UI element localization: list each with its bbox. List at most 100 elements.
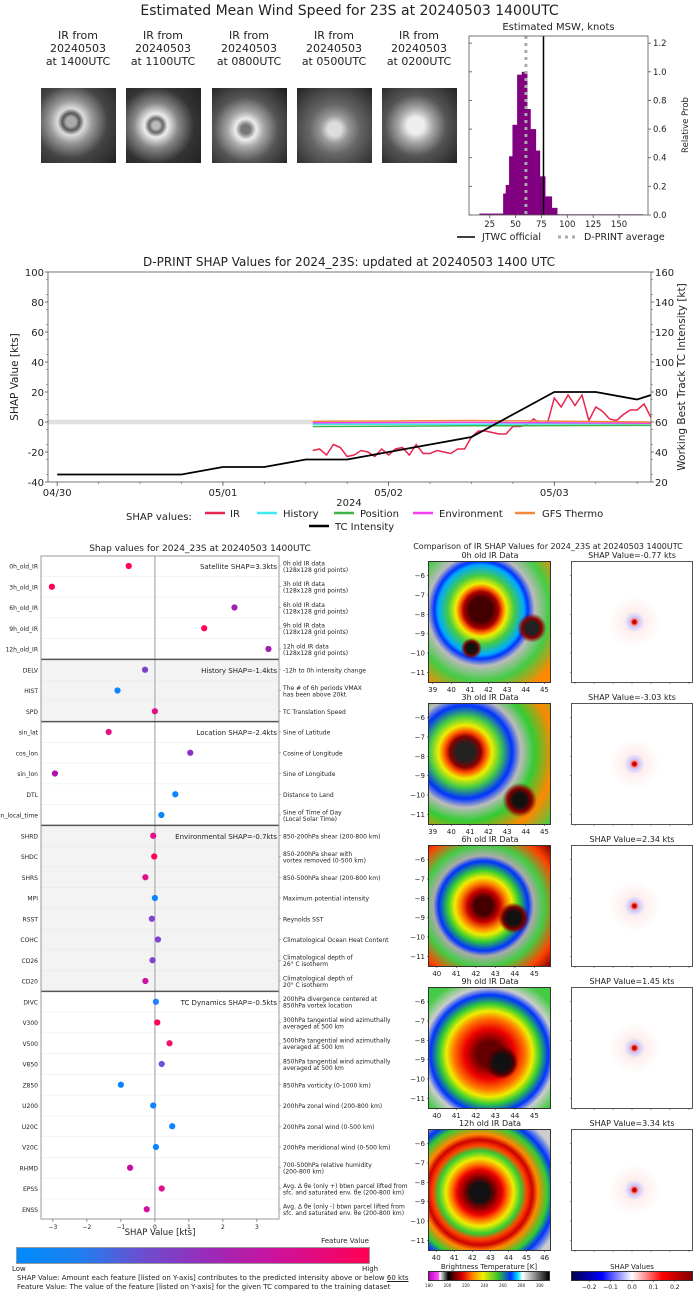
shap-map-image [571, 1129, 693, 1251]
histogram-bar [503, 193, 507, 215]
feature-description: averaged at 500 km [283, 1044, 344, 1051]
lon-tick-label: 40 [447, 686, 456, 694]
feature-name: sin_local_time [0, 813, 38, 820]
shap-dot-6h_old_ir [231, 604, 238, 611]
y-tick-label: 0.2 [653, 182, 667, 192]
lat-tick-label: −10 [410, 791, 425, 799]
feature-description: 850hPa tangential wind azimuthally [283, 1058, 391, 1065]
lat-tick-label: −9 [415, 914, 425, 922]
series-line-position [312, 424, 652, 428]
shap-dot-9h_old_ir [201, 625, 208, 632]
lat-tick-label: −9 [415, 772, 425, 780]
shap-dot-cd20 [142, 977, 149, 985]
group-label: History SHAP=-1.4kts [201, 667, 277, 675]
histogram-bar [517, 74, 523, 215]
shap-dot-sin_lon [51, 770, 59, 777]
feature-name: SHRS [22, 875, 38, 882]
lat-tick-label: −8 [415, 1179, 425, 1187]
thumb-line: 20240503 [221, 42, 277, 55]
feature-name: V300 [22, 1020, 38, 1027]
feature-description: 850-200hPa shear with [283, 851, 352, 858]
feature-description: Climatological depth of [283, 975, 353, 982]
y-tick-label: 60 [31, 328, 44, 339]
lat-tick-label: −11 [410, 1237, 425, 1245]
histogram-bar [512, 124, 518, 215]
lat-tick-label: −9 [415, 1056, 425, 1064]
shap-map-image [571, 703, 693, 825]
group-label: TC Dynamics SHAP=-0.5kts [180, 999, 278, 1007]
shap-panel-title: SHAP Value=1.45 kts [590, 977, 675, 986]
lat-tick-label: −6 [415, 572, 426, 580]
feature-name: U200 [22, 1103, 38, 1110]
y-tick-label: 40 [31, 358, 44, 369]
feature-description: 850hPa vortex location [283, 1003, 352, 1010]
lat-tick-label: −7 [415, 1017, 425, 1025]
group-label: Location SHAP=-2.4kts [196, 729, 277, 737]
lat-tick-label: −11 [410, 669, 425, 677]
x-tick-label: 150 [611, 220, 627, 230]
histogram-bar [527, 109, 531, 215]
feature-description: Climatological depth of [283, 955, 353, 962]
lat-tick-label: −6 [415, 998, 426, 1006]
ir-comparison-title: Comparison of IR SHAP Values for 2024_23… [413, 542, 683, 551]
lat-tick-label: −8 [415, 1037, 425, 1045]
legend-label-dprint: D-PRINT average [584, 232, 665, 243]
feature-description: has been above 20kt [283, 691, 347, 698]
lon-tick-label: 40 [432, 970, 441, 978]
y2-axis-label: Working Best Track TC Intensity [kt] [676, 283, 688, 470]
feature-description: Maximum potential intensity [283, 896, 370, 903]
footnote-threshold: 60 kts [386, 1274, 409, 1282]
histogram-bar [521, 71, 528, 215]
x-axis-label: 2024 [336, 498, 361, 509]
feature-name: Z850 [22, 1082, 38, 1089]
feature-description: sfc. and saturated env. θe (200-800 km) [283, 1210, 404, 1217]
lat-tick-label: −7 [415, 875, 425, 883]
group-background [41, 659, 279, 722]
feature-description: Avg. Δ θe (only -) btwn parcel lifted fr… [283, 1204, 405, 1211]
group-background [41, 556, 279, 660]
thumb-line: IR from [399, 29, 439, 42]
lon-tick-label: 43 [503, 686, 512, 694]
y2-tick-label: 100 [655, 358, 674, 369]
lat-tick-label: −7 [415, 1159, 425, 1167]
y-tick-label: 100 [25, 268, 44, 279]
y-tick-label: 0.4 [653, 154, 667, 164]
feature-description: 26° C isotherm [283, 961, 328, 968]
shap-map-image [571, 845, 693, 967]
y-axis-label: Relative Prob [681, 97, 691, 153]
feature-description: (128x128 grid points) [283, 629, 348, 636]
thumb-line: IR from [143, 29, 183, 42]
series-line-ir [312, 393, 652, 458]
ir-thumbnail-image [212, 88, 287, 163]
x-tick-label: 0 [153, 1224, 157, 1231]
brightness-temperature-colorbar [428, 1271, 550, 1281]
lon-tick-label: 43 [503, 828, 512, 836]
thumb-line: IR from [58, 29, 98, 42]
lat-tick-label: −7 [415, 733, 425, 741]
feature-name: 0h_old_IR [9, 564, 38, 571]
histogram-bar [509, 156, 513, 215]
feature-description: 6h old IR data [283, 602, 325, 609]
group-background [41, 721, 279, 826]
ir-image [428, 845, 551, 967]
ir-thumbnail-image [382, 88, 457, 163]
shap-dot-enss [143, 1206, 150, 1213]
lon-tick-label: 40 [447, 828, 456, 836]
group-label: Environmental SHAP=-0.7kts [175, 833, 277, 841]
feature-description: 20° C isotherm [283, 982, 328, 989]
x-tick-label: 2 [221, 1224, 225, 1231]
feature-description: (128x128 grid points) [283, 650, 348, 657]
lat-tick-label: −10 [410, 649, 425, 657]
shap-cb-tick-label: 0.2 [670, 1284, 680, 1291]
legend-title: SHAP values: [126, 512, 192, 523]
lon-tick-label: 41 [465, 828, 474, 836]
feature-name: HIST [24, 688, 38, 695]
feature-description: Sine of Time of Day [283, 809, 342, 816]
shap-dot-shrd [150, 832, 157, 839]
thumbnail-label: IR from 20240503 at 0500UTC [289, 29, 379, 68]
feature-description: 9h old IR data [283, 623, 325, 630]
feature-description: 0h old IR data [283, 560, 325, 567]
feature-name: SHRD [21, 833, 38, 840]
y2-tick-label: 60 [655, 418, 668, 429]
shap-dot-sin_lat [105, 728, 112, 736]
